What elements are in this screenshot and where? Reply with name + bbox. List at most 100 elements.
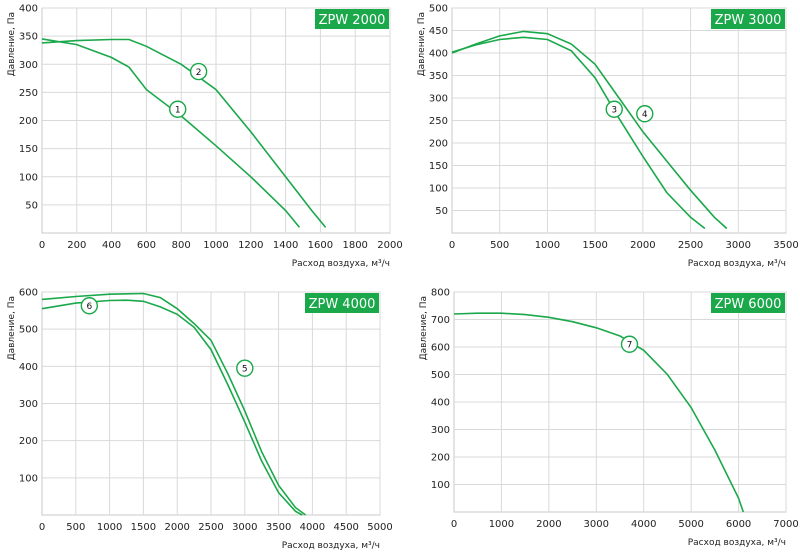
y-tick-label: 300 — [19, 399, 38, 410]
x-tick-label: 500 — [66, 522, 85, 533]
y-tick-label: 400 — [19, 362, 38, 373]
series-5-label: 5 — [242, 364, 248, 374]
series-2-marker — [189, 62, 208, 81]
y-tick-label: 600 — [431, 343, 450, 354]
y-tick-label: 300 — [431, 425, 450, 436]
series-6-line — [41, 299, 303, 516]
y-tick-label: 450 — [429, 26, 448, 37]
chart-3: 0 500 1000 1500 2000 2500 3000 3500 4000 4500 5000… — [7, 288, 393, 552]
x-tick-label: 0 — [39, 522, 45, 533]
y-tick-label: 400 — [19, 4, 38, 15]
y-tick-label: 200 — [429, 139, 448, 150]
series-2-label: 2 — [196, 68, 202, 78]
y-tick-label: 150 — [19, 144, 38, 155]
x-tick-label: 3000 — [726, 240, 751, 251]
y-tick-label: 100 — [429, 184, 448, 195]
x-tick-label: 0 — [449, 240, 455, 251]
x-axis-label: Расход воздуха, м³/ч — [688, 538, 786, 548]
series-4-label: 4 — [642, 110, 648, 120]
x-tick-label: 0 — [39, 240, 45, 251]
x-tick-label: 3000 — [232, 522, 257, 533]
chart-title: ZPW 3000 — [715, 13, 782, 28]
y-axis-label: Давление, Па — [7, 296, 17, 360]
x-tick-label: 2500 — [198, 522, 223, 533]
series-4-marker — [636, 105, 654, 123]
series-2-line — [41, 38, 327, 228]
x-tick-label: 2000 — [630, 240, 655, 251]
y-axis-label: Давление, Па — [417, 12, 427, 76]
series-7-marker — [620, 335, 639, 353]
x-tick-label: 5000 — [367, 522, 392, 533]
y-tick-label: 400 — [429, 49, 448, 60]
y-tick-label: 500 — [19, 325, 38, 336]
series-1-line — [41, 38, 301, 228]
chart-1: 0 200 400 600 800 1000 1200 1400 1600 1800 2000501… — [7, 4, 403, 270]
series-4-line — [451, 30, 728, 230]
x-tick-label: 1000 — [535, 240, 560, 251]
y-tick-label: 200 — [19, 436, 38, 447]
series-7-label: 7 — [627, 340, 633, 350]
x-tick-label: 1400 — [273, 240, 298, 251]
series-6-marker — [80, 297, 99, 315]
x-tick-label: 7000 — [773, 519, 798, 530]
x-tick-label: 2000 — [164, 522, 189, 533]
y-tick-label: 350 — [429, 71, 448, 82]
x-tick-label: 2000 — [536, 519, 561, 530]
y-tick-label: 200 — [431, 453, 450, 464]
x-tick-label: 1000 — [97, 522, 122, 533]
x-tick-label: 1000 — [203, 240, 228, 251]
x-tick-label: 3500 — [773, 240, 798, 251]
chart-title-badge — [305, 293, 379, 313]
x-axis-label: Расход воздуха, м³/ч — [292, 259, 390, 269]
x-tick-label: 3500 — [266, 522, 291, 533]
x-tick-label: 1000 — [489, 519, 514, 530]
y-tick-label: 600 — [19, 288, 38, 299]
chart-title: ZPW 6000 — [715, 297, 782, 312]
series-3-marker — [605, 100, 623, 118]
x-tick-label: 400 — [102, 240, 121, 251]
y-tick-label: 500 — [431, 370, 450, 381]
x-tick-label: 1800 — [342, 240, 367, 251]
x-tick-label: 1500 — [582, 240, 607, 251]
y-tick-label: 700 — [431, 315, 450, 326]
series-5-line — [41, 292, 307, 516]
y-tick-label: 200 — [19, 116, 38, 127]
y-tick-label: 250 — [19, 88, 38, 99]
x-tick-label: 3000 — [584, 519, 609, 530]
y-tick-label: 100 — [19, 172, 38, 183]
x-tick-label: 0 — [451, 519, 457, 530]
series-3-label: 3 — [611, 105, 617, 115]
y-tick-label: 400 — [431, 398, 450, 409]
y-tick-label: 800 — [431, 288, 450, 299]
x-tick-label: 600 — [137, 240, 156, 251]
x-tick-label: 1200 — [238, 240, 263, 251]
y-axis-label: Давление, Па — [419, 296, 429, 360]
y-tick-label: 250 — [429, 116, 448, 127]
series-7-line — [453, 312, 745, 513]
chart-title-badge — [711, 9, 785, 29]
x-tick-label: 4000 — [300, 522, 325, 533]
chart-title: ZPW 2000 — [319, 13, 386, 28]
x-tick-label: 1600 — [308, 240, 333, 251]
x-tick-label: 200 — [67, 240, 86, 251]
y-tick-label: 350 — [19, 32, 38, 43]
chart-title-badge — [711, 293, 785, 313]
series-5-marker — [236, 359, 254, 377]
x-axis-label: Расход воздуха, м³/ч — [688, 259, 786, 269]
x-tick-label: 2500 — [678, 240, 703, 251]
x-tick-label: 4500 — [333, 522, 358, 533]
chart-4: 0 1000 2000 3000 4000 5000 6000 7000 100 200 300 40… — [419, 288, 799, 549]
y-tick-label: 300 — [429, 94, 448, 105]
x-tick-label: 800 — [172, 240, 191, 251]
chart-2: 0 500 1000 1500 2000 2500 3000 3500501001502002… — [417, 4, 799, 270]
y-tick-label: 150 — [429, 161, 448, 172]
series-6-label: 6 — [86, 302, 92, 312]
chart-title: ZPW 4000 — [309, 297, 376, 312]
y-tick-label: 300 — [19, 60, 38, 71]
y-tick-label: 50 — [435, 206, 448, 217]
x-tick-label: 1500 — [131, 522, 156, 533]
y-tick-label: 100 — [431, 480, 450, 491]
series-1-marker — [169, 100, 187, 118]
x-tick-label: 6000 — [726, 519, 751, 530]
